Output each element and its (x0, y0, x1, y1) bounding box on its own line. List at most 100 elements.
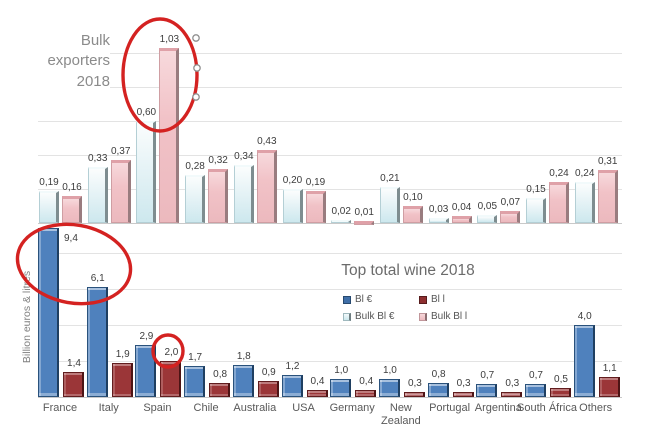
tot-l-value-germany: 0,4 (359, 375, 374, 387)
bulk-l-bar-france (62, 195, 82, 223)
tot-l-bar-new-zealand (403, 391, 425, 397)
bulk-l-value-new-zealand: 0,10 (403, 192, 423, 203)
bulk-eur-value-france: 0,19 (39, 176, 59, 188)
x-label-australia: Australia (233, 402, 277, 414)
tot-l-bar-france (63, 371, 84, 397)
total-gridline (38, 253, 622, 254)
selection-handle-circle-icon (192, 34, 200, 42)
bulk-eur-bar-others (574, 182, 595, 223)
tot-eur-value-others: 4,0 (577, 311, 592, 322)
bulk-l-bar-south-africa (549, 182, 569, 223)
x-label-south-africa: South África (517, 402, 577, 414)
tot-eur-value-usa: 1,2 (285, 361, 300, 373)
bulk-l-bar-new-zealand (402, 206, 423, 223)
total-gridline (38, 289, 622, 290)
legend-swatch-bulkpink-icon (419, 312, 427, 321)
total-gridline (38, 361, 622, 362)
bulk-eur-value-new-zealand: 0,21 (380, 173, 400, 185)
bulk-eur-bar-portugal (428, 217, 449, 223)
bulk-eur-value-others: 0,24 (574, 168, 595, 180)
bulk-gridline (38, 121, 622, 122)
x-label-spain: Spain (143, 402, 172, 414)
bulk-eur-value-portugal: 0,03 (428, 203, 449, 215)
x-label-new-zealand: New Zealand (381, 402, 421, 428)
bulk-l-value-portugal: 0,04 (451, 202, 472, 214)
bulk-l-value-argentina: 0,07 (500, 197, 521, 209)
bulk-eur-bar-south-africa (526, 197, 546, 223)
tot-eur-bar-germany (330, 379, 352, 397)
bulk-eur-bar-france (39, 190, 59, 223)
bulk-eur-value-germany: 0,02 (331, 205, 351, 217)
tot-eur-bar-chile (184, 366, 206, 397)
x-label-italy: Italy (98, 402, 119, 414)
bulk-gridline (38, 87, 622, 88)
bulk-l-value-spain: 1,03 (159, 33, 180, 45)
bulk-l-value-france: 0,16 (62, 181, 82, 193)
tot-eur-value-new-zealand: 1,0 (382, 365, 397, 376)
tot-eur-bar-new-zealand (378, 379, 400, 397)
bulk-eur-value-argentina: 0,05 (477, 200, 498, 212)
bulk-gridline (38, 189, 622, 190)
bulk-x-axis-line (38, 223, 622, 224)
tot-eur-value-france: 9,4 (64, 232, 78, 244)
tot-l-value-italy: 1,9 (115, 348, 130, 360)
tot-l-bar-australia (257, 380, 279, 397)
bulk-eur-value-south-africa: 0,15 (526, 183, 546, 195)
legend-swatch-blue-icon (343, 295, 351, 304)
bulk-l-value-australia: 0,43 (257, 135, 277, 147)
bulk-l-bar-usa (305, 190, 326, 223)
tot-eur-bar-south-africa (525, 384, 546, 397)
bulk-l-bar-argentina (500, 211, 521, 223)
legend-swatch-red-icon (419, 295, 427, 304)
total-chart-title: Top total wine 2018 (341, 262, 475, 279)
chart-legend: Bl € Bl l Bulk Bl € Bulk Bl l (343, 294, 467, 322)
tot-l-value-usa: 0,4 (310, 375, 325, 387)
bulk-eur-bar-argentina (477, 214, 498, 223)
legend-label: Bulk Bl l (431, 311, 468, 322)
bulk-eur-value-usa: 0,20 (282, 175, 303, 186)
bulk-l-value-usa: 0,19 (305, 176, 326, 188)
bulk-eur-bar-italy (87, 166, 108, 223)
tot-eur-value-australia: 1,8 (236, 350, 251, 362)
legend-item-bulk-bl-eur: Bulk Bl € (343, 311, 419, 322)
bulk-eur-bar-chile (185, 175, 206, 223)
bulk-eur-bar-australia (233, 165, 254, 223)
bulk-eur-value-spain: 0,60 (136, 107, 157, 118)
tot-l-value-argentina: 0,3 (505, 377, 520, 389)
bulk-eur-bar-spain (136, 121, 157, 223)
tot-l-value-chile: 0,8 (213, 368, 228, 380)
bulk-eur-bar-usa (282, 189, 303, 223)
tot-eur-bar-spain (135, 344, 157, 397)
selection-handle-circle-icon (193, 64, 201, 72)
bulk-l-bar-italy (110, 160, 131, 223)
bulk-l-value-south-africa: 0,24 (549, 168, 569, 180)
x-label-chile: Chile (193, 402, 219, 414)
tot-l-value-others: 1,1 (602, 363, 617, 375)
tot-l-bar-germany (355, 389, 377, 397)
x-label-others: Others (579, 402, 613, 414)
bulk-eur-value-italy: 0,33 (87, 152, 108, 164)
legend-item-bulk-bl-l: Bulk Bl l (419, 311, 467, 322)
bulk-eur-value-chile: 0,28 (185, 161, 205, 173)
bulk-l-bar-spain (159, 47, 180, 223)
tot-l-bar-usa (306, 389, 328, 397)
tot-eur-bar-usa (281, 375, 303, 397)
tot-l-bar-italy (111, 362, 133, 397)
bulk-l-bar-germany (354, 221, 375, 225)
tot-eur-value-chile: 1,7 (188, 352, 203, 364)
tot-eur-bar-others (573, 325, 595, 397)
bulk-l-value-others: 0,31 (597, 156, 618, 168)
x-label-usa: USA (292, 402, 315, 414)
tot-eur-value-portugal: 0,8 (431, 368, 446, 380)
x-label-argentina: Argentina (474, 402, 522, 414)
tot-l-value-south-africa: 0,5 (554, 374, 568, 385)
tot-l-bar-argentina (501, 391, 523, 397)
tot-l-bar-south-africa (550, 388, 571, 397)
total-x-axis-line (38, 397, 622, 398)
tot-eur-value-south-africa: 0,7 (529, 370, 543, 382)
bulk-l-value-chile: 0,32 (208, 154, 228, 166)
total-gridline (38, 325, 622, 326)
tot-eur-bar-france (38, 227, 59, 397)
bulk-gridline (38, 53, 622, 54)
